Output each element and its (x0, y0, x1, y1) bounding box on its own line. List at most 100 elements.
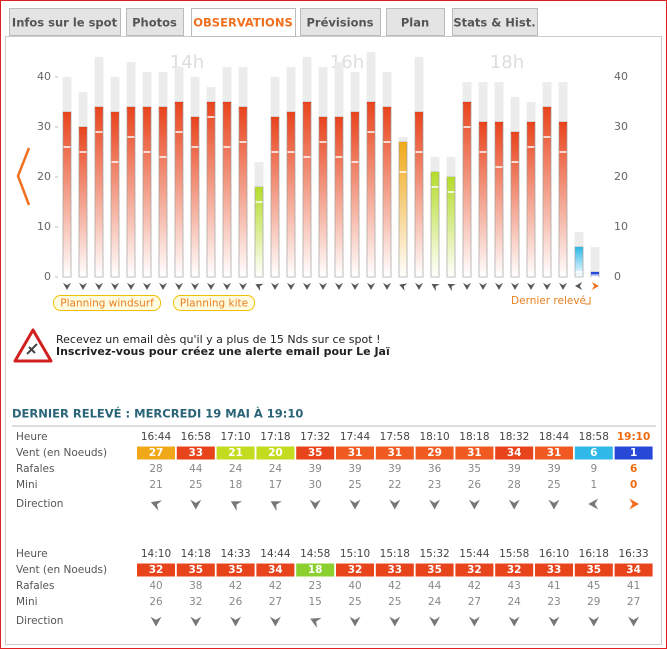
time: 18:18 (459, 431, 489, 443)
alert-link[interactable]: Inscrivez-vous pour créez une alerte ema… (56, 345, 390, 358)
gust: 40 (149, 580, 162, 592)
direction-arrow (508, 499, 520, 510)
wind-bar (318, 116, 328, 278)
direction-arrow (351, 282, 359, 290)
mini: 26 (229, 596, 243, 608)
tab[interactable] (300, 8, 381, 36)
direction-arrow (429, 616, 441, 627)
mini: 27 (468, 596, 481, 608)
gust: 23 (309, 580, 322, 592)
y-tick-label: 30 (614, 120, 628, 133)
direction-arrow (415, 282, 423, 290)
time: 18:44 (539, 431, 570, 443)
gust: 39 (388, 463, 401, 475)
tab-label[interactable]: Plan (401, 16, 429, 30)
direction-arrow (629, 498, 640, 510)
wind-cell (535, 446, 573, 460)
direction-arrow (389, 616, 401, 627)
tabs: Infos sur le spot Photos OBSERVATIONS Prévi… (9, 8, 538, 37)
y-tick-label: 10 (614, 220, 628, 233)
direction-arrow (548, 499, 560, 510)
tab-label[interactable]: Photos (132, 16, 177, 30)
gust: 38 (189, 580, 202, 592)
row-label: Vent (en Noeuds) (16, 564, 107, 576)
tab-label[interactable]: Prévisions (306, 16, 373, 30)
wind-bar (238, 106, 248, 278)
time: 16:18 (579, 548, 609, 560)
link[interactable]: Planning kite (180, 298, 248, 310)
mini: 32 (189, 596, 202, 608)
direction-arrow (270, 501, 282, 511)
mini: 17 (269, 479, 282, 491)
tab[interactable] (9, 8, 121, 36)
gust: 9 (590, 463, 597, 475)
tab-label[interactable]: OBSERVATIONS (193, 16, 292, 30)
direction-arrow (399, 283, 408, 291)
gust: 41 (547, 580, 560, 592)
tab-label[interactable]: Stats & Hist. (453, 16, 535, 30)
wind-cell (495, 446, 534, 460)
wind: 20 (268, 447, 283, 459)
direction-arrow (303, 282, 311, 290)
direction-arrow (207, 282, 215, 290)
direction-arrow (63, 282, 71, 290)
prev-arrow[interactable] (16, 147, 31, 206)
wind-cell (455, 563, 494, 577)
row-label: Direction (16, 615, 63, 627)
wind-cell (375, 563, 414, 577)
wind: 31 (467, 447, 482, 459)
time: 18:32 (499, 431, 529, 443)
time: 17:44 (340, 431, 371, 443)
direction-arrow (223, 282, 231, 290)
y-tick-label: 40 (614, 70, 628, 83)
wind: 33 (547, 564, 562, 576)
wind: 34 (268, 564, 283, 576)
pill[interactable] (173, 295, 255, 311)
direction-arrow (239, 282, 247, 290)
time: 17:58 (380, 431, 410, 443)
mini: 24 (428, 596, 442, 608)
tab[interactable] (452, 8, 538, 36)
wind-bar (286, 111, 296, 278)
wind: 1 (630, 447, 637, 459)
wind-bar (110, 111, 120, 278)
direction-arrow (79, 282, 87, 290)
gust-bar (590, 247, 600, 277)
mini: 25 (189, 479, 202, 491)
gust: 44 (189, 463, 203, 475)
direction-arrow (269, 616, 281, 627)
time: 16:10 (539, 548, 569, 560)
tab-label[interactable]: Infos sur le spot (12, 16, 118, 30)
link[interactable]: Planning windsurf (60, 298, 154, 310)
link[interactable]: Dernier relevé (511, 295, 586, 307)
direction-arrow (495, 282, 503, 290)
wind-bar (206, 101, 216, 278)
direction-arrow (127, 282, 135, 290)
time: 16:58 (181, 431, 211, 443)
direction-arrow (527, 282, 535, 290)
tab[interactable] (191, 8, 296, 37)
wind-cell (336, 446, 374, 460)
time: 16:44 (141, 431, 172, 443)
pill[interactable] (53, 295, 161, 311)
mini: 25 (348, 596, 361, 608)
mini: 30 (309, 479, 322, 491)
wind-cell (415, 446, 454, 460)
gust: 43 (508, 580, 521, 592)
wind-bar (62, 111, 72, 278)
row-label: Mini (16, 479, 38, 491)
wind-bar (190, 116, 200, 278)
y-tick-label: 0 (44, 270, 51, 283)
alert-icon (13, 328, 53, 363)
tab[interactable] (386, 8, 445, 36)
row-label: Rafales (16, 463, 54, 475)
tab[interactable] (126, 8, 184, 36)
wind-cell (176, 446, 215, 460)
row-label: Rafales (16, 580, 54, 592)
gust: 40 (348, 580, 361, 592)
direction-arrow (190, 616, 202, 627)
gust: 39 (547, 463, 560, 475)
gust: 42 (229, 580, 242, 592)
wind-bar (174, 101, 184, 278)
wind: 35 (188, 564, 203, 576)
